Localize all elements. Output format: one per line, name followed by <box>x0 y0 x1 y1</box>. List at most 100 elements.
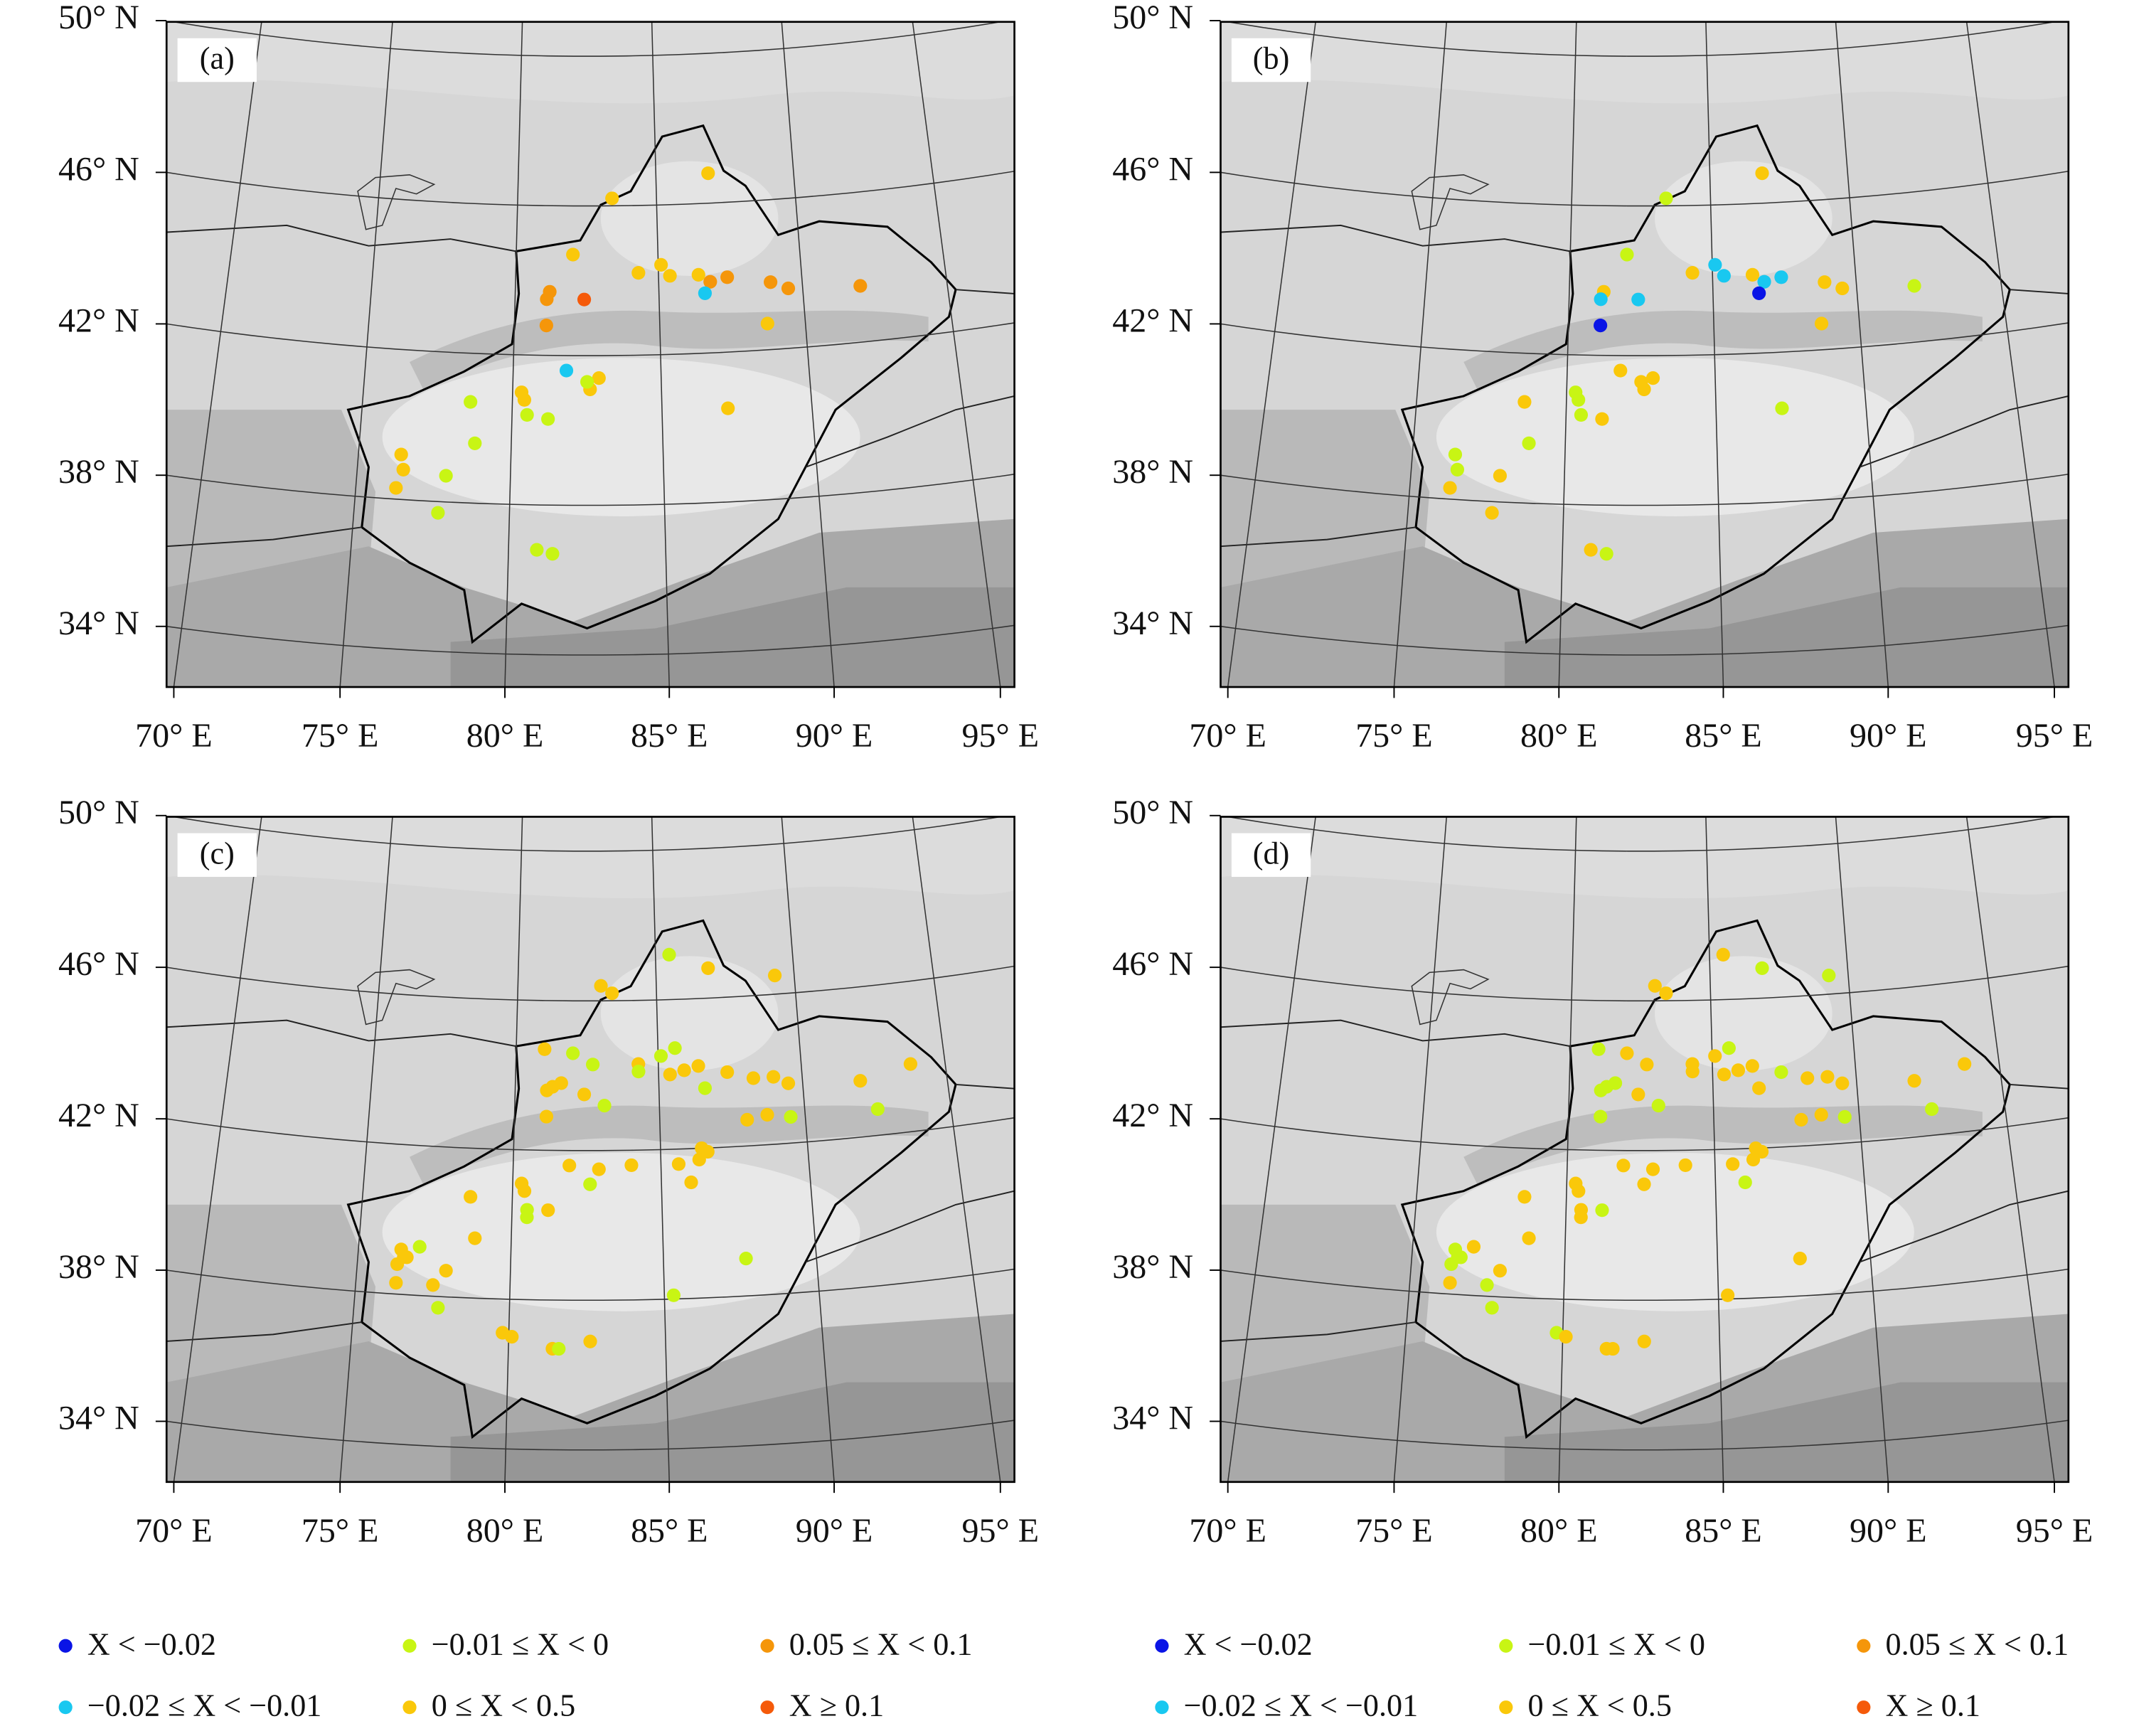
station <box>1731 1063 1746 1077</box>
meridian <box>339 21 393 688</box>
station <box>631 1065 646 1079</box>
station <box>1738 1175 1752 1190</box>
map-area <box>1220 816 2069 1482</box>
station <box>559 363 574 378</box>
panel-label: (b) <box>1253 41 1289 76</box>
station <box>605 986 619 1001</box>
meridian <box>1558 816 1577 1482</box>
station <box>431 1301 445 1315</box>
station <box>1517 1190 1532 1204</box>
station <box>431 506 445 520</box>
station <box>740 1112 754 1127</box>
lon-tick-label: 95° E <box>2016 717 2093 755</box>
meridian <box>1835 816 1889 1482</box>
station <box>1637 1334 1651 1348</box>
station <box>677 1063 691 1077</box>
station <box>760 1107 774 1122</box>
meridian <box>1227 21 1316 688</box>
station <box>624 1158 639 1173</box>
station <box>1822 969 1836 983</box>
station <box>464 395 478 409</box>
station <box>1493 469 1508 483</box>
station <box>517 1184 532 1198</box>
station <box>1594 292 1608 307</box>
legend-marker <box>760 1700 774 1715</box>
lat-tick-label: 38° N <box>1112 453 1193 491</box>
station <box>767 1070 781 1084</box>
parallel <box>166 1117 1015 1151</box>
station <box>1443 481 1457 495</box>
legend-marker <box>760 1639 774 1653</box>
station <box>566 247 580 262</box>
station <box>720 270 735 284</box>
station <box>1620 247 1634 262</box>
parallel <box>1220 1117 2069 1151</box>
station <box>1820 1070 1835 1084</box>
station <box>760 316 774 331</box>
lon-tick-label: 95° E <box>962 717 1040 755</box>
parallel <box>166 1268 1015 1301</box>
lon-tick-label: 80° E <box>466 717 544 755</box>
station <box>464 1190 478 1204</box>
lon-tick-label: 90° E <box>1850 1512 1927 1550</box>
station <box>1685 1065 1700 1079</box>
station <box>1631 292 1645 307</box>
parallel <box>166 171 1015 207</box>
station <box>1574 408 1589 422</box>
station <box>1659 986 1673 1001</box>
station <box>684 1175 698 1190</box>
station <box>1620 1046 1634 1060</box>
lat-tick-label: 34° N <box>58 1400 139 1437</box>
station <box>903 1057 918 1071</box>
station <box>1595 412 1609 426</box>
station <box>1745 1059 1759 1073</box>
station <box>1774 1065 1788 1080</box>
station <box>764 275 778 289</box>
station <box>671 1157 686 1171</box>
station <box>653 1049 668 1063</box>
meridian <box>1558 21 1577 688</box>
meridian <box>1227 816 1316 1482</box>
meridian <box>1393 21 1448 688</box>
station <box>1835 281 1850 296</box>
lon-tick-label: 75° E <box>302 717 379 755</box>
station <box>583 1334 597 1348</box>
station <box>1717 1067 1732 1082</box>
meridian <box>1705 21 1724 688</box>
station <box>468 1231 482 1245</box>
panel-label-box <box>177 833 257 877</box>
lon-tick-label: 85° E <box>631 717 708 755</box>
legend-label: −0.02 ≤ X < −0.01 <box>87 1688 322 1723</box>
map-panel: 50° N 46° N 42° N 38° N 34° N 70° E 75° E 80° E… <box>58 794 1039 1550</box>
lat-tick-label: 38° N <box>58 453 139 491</box>
map-area <box>166 816 1015 1482</box>
station <box>1678 1158 1692 1173</box>
station <box>439 1264 453 1278</box>
parallel <box>1225 816 2058 852</box>
meridian <box>1705 816 1724 1482</box>
station <box>1755 166 1769 181</box>
legend-label: 0 ≤ X < 0.5 <box>1528 1688 1672 1723</box>
station <box>1572 393 1586 407</box>
station <box>426 1278 440 1292</box>
station <box>1755 961 1769 975</box>
station <box>767 969 782 983</box>
legend-label: X ≥ 0.1 <box>1886 1688 1980 1723</box>
station <box>1749 1141 1763 1156</box>
legend-marker <box>1155 1639 1169 1653</box>
station <box>592 1162 606 1176</box>
lat-tick-label: 46° N <box>58 945 139 983</box>
legend-marker <box>1857 1700 1871 1715</box>
station <box>1466 1240 1481 1254</box>
panel-label-box <box>177 38 257 82</box>
station <box>631 266 646 280</box>
station <box>554 1076 568 1090</box>
station <box>520 408 534 422</box>
map-panel: 50° N 46° N 42° N 38° N 34° N 70° E 75° E 80° E… <box>58 0 1040 755</box>
station <box>1599 547 1613 561</box>
station <box>1659 191 1673 206</box>
map-frame <box>1220 816 2070 1484</box>
parallel <box>1220 473 2069 506</box>
station <box>853 1074 868 1088</box>
station <box>530 543 544 557</box>
